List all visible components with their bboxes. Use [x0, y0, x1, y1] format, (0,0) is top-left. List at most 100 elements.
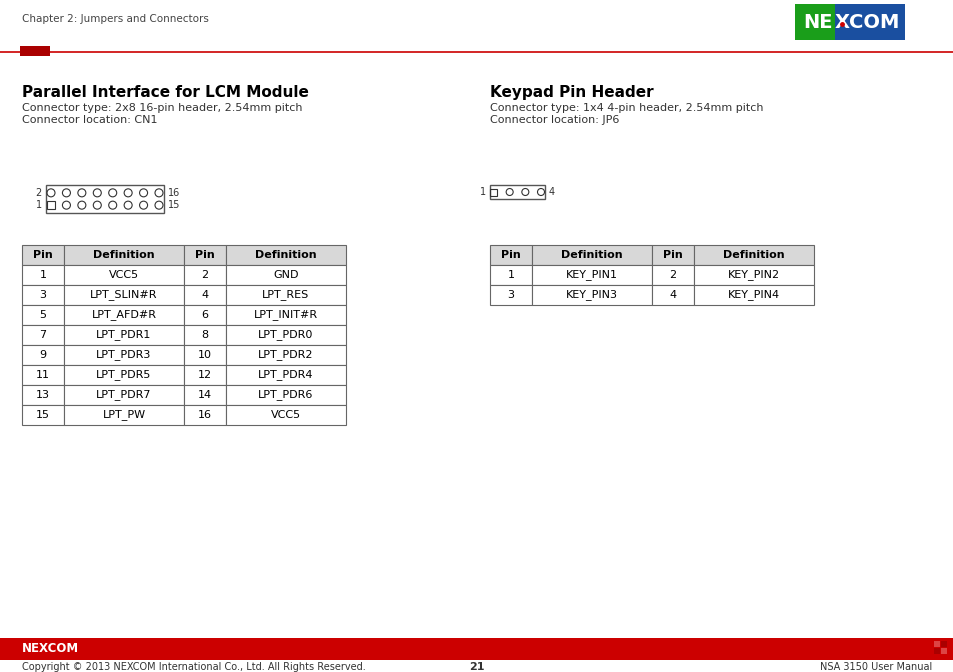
Bar	[47, 201, 55, 209]
Bar	[22, 365, 64, 385]
Bar	[64, 405, 184, 425]
Text: 14: 14	[197, 390, 212, 400]
Text: Connector location: CN1: Connector location: CN1	[22, 115, 157, 125]
Text: 2: 2	[35, 188, 42, 198]
Text: Parallel Interface for LCM Module: Parallel Interface for LCM Module	[22, 85, 309, 100]
Text: 9: 9	[39, 350, 47, 360]
Bar	[226, 245, 346, 265]
Bar	[940, 648, 946, 654]
Bar	[532, 265, 651, 285]
Bar	[226, 345, 346, 365]
Bar	[22, 405, 64, 425]
Bar	[64, 325, 184, 345]
Text: 21: 21	[469, 662, 484, 672]
Text: KEY_PIN3: KEY_PIN3	[565, 290, 618, 300]
Text: LPT_PDR5: LPT_PDR5	[96, 370, 152, 380]
Bar	[22, 345, 64, 365]
Bar	[532, 245, 651, 265]
Text: 8: 8	[201, 330, 209, 340]
Text: KEY_PIN2: KEY_PIN2	[727, 269, 780, 280]
Text: X: X	[834, 13, 848, 32]
Text: NSA 3150 User Manual: NSA 3150 User Manual	[819, 662, 931, 672]
Bar	[834, 4, 904, 40]
Bar	[22, 305, 64, 325]
Bar	[184, 285, 226, 305]
Text: 1: 1	[507, 270, 514, 280]
Text: LPT_PDR2: LPT_PDR2	[258, 349, 314, 360]
Bar	[651, 285, 693, 305]
Bar	[184, 325, 226, 345]
Bar	[64, 385, 184, 405]
Text: 6: 6	[201, 310, 209, 320]
Text: LPT_PDR3: LPT_PDR3	[96, 349, 152, 360]
Text: 5: 5	[39, 310, 47, 320]
Text: LPT_AFD#R: LPT_AFD#R	[91, 310, 156, 321]
Bar	[490, 285, 532, 305]
Text: Definition: Definition	[722, 250, 784, 260]
Bar	[226, 305, 346, 325]
Text: 11: 11	[36, 370, 50, 380]
Text: Definition: Definition	[560, 250, 622, 260]
Text: LPT_PDR1: LPT_PDR1	[96, 329, 152, 341]
Text: Definition: Definition	[254, 250, 316, 260]
Text: LPT_PDR4: LPT_PDR4	[258, 370, 314, 380]
Text: LPT_INIT#R: LPT_INIT#R	[253, 310, 317, 321]
Text: LPT_PDR7: LPT_PDR7	[96, 390, 152, 401]
Bar	[226, 405, 346, 425]
Bar	[226, 285, 346, 305]
Text: Pin: Pin	[33, 250, 52, 260]
Text: NE: NE	[802, 13, 832, 32]
Bar	[490, 189, 497, 196]
Bar	[22, 265, 64, 285]
Bar	[226, 385, 346, 405]
Bar	[226, 325, 346, 345]
Bar	[184, 405, 226, 425]
Bar	[64, 305, 184, 325]
Text: 4: 4	[201, 290, 209, 300]
Text: LPT_PW: LPT_PW	[102, 409, 146, 421]
Text: Pin: Pin	[500, 250, 520, 260]
Text: VCC5: VCC5	[109, 270, 139, 280]
Text: 16: 16	[198, 410, 212, 420]
Text: 15: 15	[36, 410, 50, 420]
Bar	[184, 305, 226, 325]
Text: Pin: Pin	[662, 250, 682, 260]
Bar	[184, 265, 226, 285]
Bar	[490, 265, 532, 285]
Text: Connector location: JP6: Connector location: JP6	[490, 115, 618, 125]
Bar	[940, 641, 946, 647]
Bar	[64, 365, 184, 385]
Text: 3: 3	[39, 290, 47, 300]
Text: 15: 15	[168, 200, 180, 210]
Text: 4: 4	[548, 187, 555, 197]
Text: 7: 7	[39, 330, 47, 340]
Bar	[20, 46, 50, 56]
Text: 1: 1	[36, 200, 42, 210]
Text: LPT_PDR0: LPT_PDR0	[258, 329, 314, 341]
Text: 1: 1	[39, 270, 47, 280]
Text: VCC5: VCC5	[271, 410, 301, 420]
Text: Connector type: 1x4 4-pin header, 2.54mm pitch: Connector type: 1x4 4-pin header, 2.54mm…	[490, 103, 762, 113]
Text: 4: 4	[669, 290, 676, 300]
Bar	[794, 4, 834, 40]
Bar	[64, 285, 184, 305]
Text: 12: 12	[197, 370, 212, 380]
Bar	[184, 365, 226, 385]
Bar	[22, 245, 64, 265]
Bar	[933, 648, 939, 654]
Bar	[693, 265, 813, 285]
Text: LPT_SLIN#R: LPT_SLIN#R	[91, 290, 157, 300]
Bar	[22, 385, 64, 405]
Text: KEY_PIN4: KEY_PIN4	[727, 290, 780, 300]
Bar	[22, 285, 64, 305]
Bar	[0, 638, 953, 660]
Bar	[933, 641, 939, 647]
Bar	[64, 265, 184, 285]
Text: GND: GND	[273, 270, 298, 280]
Text: 3: 3	[507, 290, 514, 300]
Bar	[184, 345, 226, 365]
Bar	[64, 345, 184, 365]
Text: 2: 2	[669, 270, 676, 280]
Bar	[490, 245, 532, 265]
Text: Pin: Pin	[195, 250, 214, 260]
